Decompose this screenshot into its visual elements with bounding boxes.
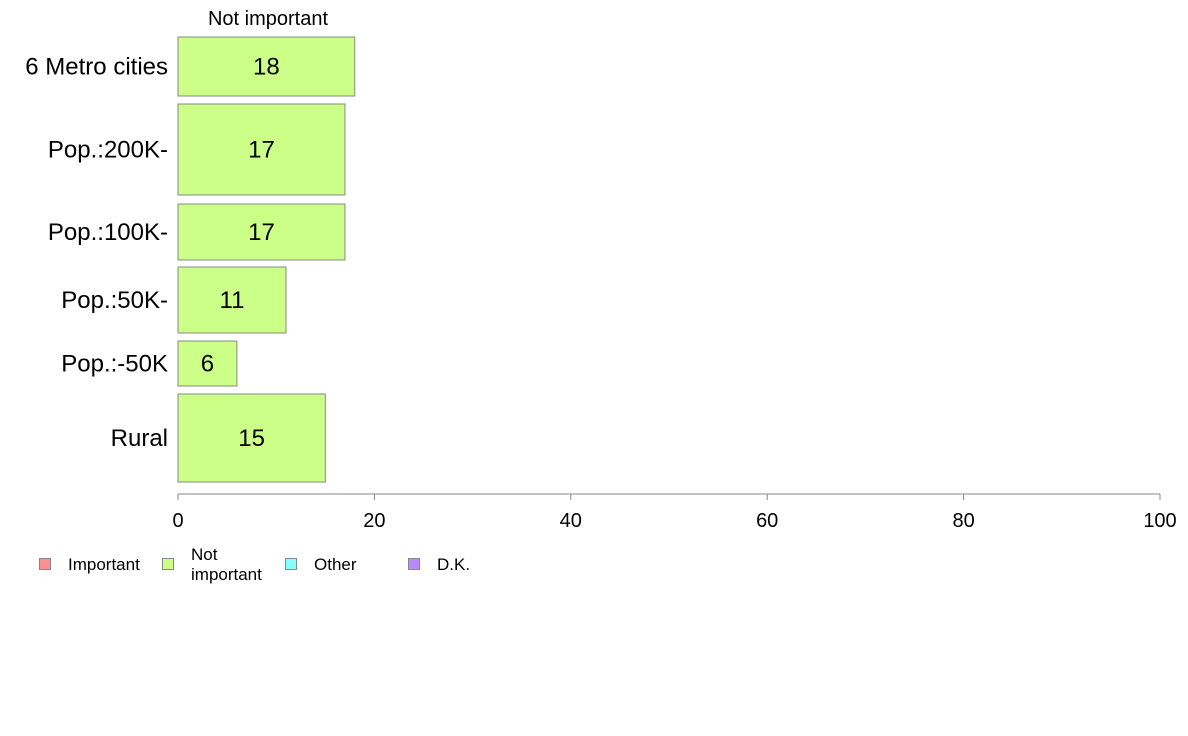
x-tick-label-80: 80 (952, 510, 974, 532)
bar-pop-50k (177, 340, 238, 387)
legend-swatch-dk (408, 558, 420, 570)
x-axis: 0 20 40 60 80 100 (172, 493, 1177, 532)
category-label-pop-50k: Pop.:50K- (61, 287, 168, 314)
value-label-pop-200k: 17 (248, 137, 275, 164)
x-tick-label-0: 0 (172, 510, 183, 532)
value-label-pop-100k: 17 (248, 219, 275, 246)
x-tick-label-60: 60 (756, 510, 778, 532)
bar-pop-100k (177, 203, 346, 261)
category-label-pop-50k: Pop.:-50K (61, 351, 168, 378)
legend-item-dk: D.K. (408, 545, 470, 575)
legend-label-important: Important (68, 555, 140, 574)
value-label-pop-50k: 11 (220, 287, 245, 314)
bar-pop-200k (177, 103, 346, 196)
category-label-6-metro-cities: 6 Metro cities (25, 54, 168, 81)
legend-item-important: Important (39, 545, 140, 575)
legend-swatch-important (39, 558, 51, 570)
legend-swatch-other (285, 558, 297, 570)
legend-swatch-not-important (162, 558, 174, 570)
legend-item-not-important: Not important (162, 545, 262, 585)
x-tick-label-100: 100 (1143, 510, 1176, 532)
legend-label-not-important: Not important (191, 545, 262, 584)
value-label-pop-50k: 6 (201, 351, 214, 378)
legend-label-dk: D.K. (437, 555, 471, 574)
x-tick-label-20: 20 (363, 510, 385, 532)
column-header: Not important (208, 8, 328, 30)
category-label-pop-100k: Pop.:100K- (48, 219, 168, 246)
legend-label-other: Other (314, 555, 357, 574)
bar-pop-50k (177, 266, 287, 334)
legend-item-other: Other (285, 545, 357, 575)
bar-rural (177, 393, 326, 483)
bars-layer: 18 6 Metro cities 17 Pop.:200K- 17 Pop.:100K-… (25, 36, 356, 483)
category-label-rural: Rural (111, 425, 168, 452)
x-tick-label-40: 40 (560, 510, 582, 532)
category-label-pop-200k: Pop.:200K- (48, 137, 168, 164)
bar-6-metro-cities (177, 36, 356, 97)
value-label-6-metro-cities: 18 (253, 54, 280, 81)
value-label-rural: 15 (238, 425, 265, 452)
